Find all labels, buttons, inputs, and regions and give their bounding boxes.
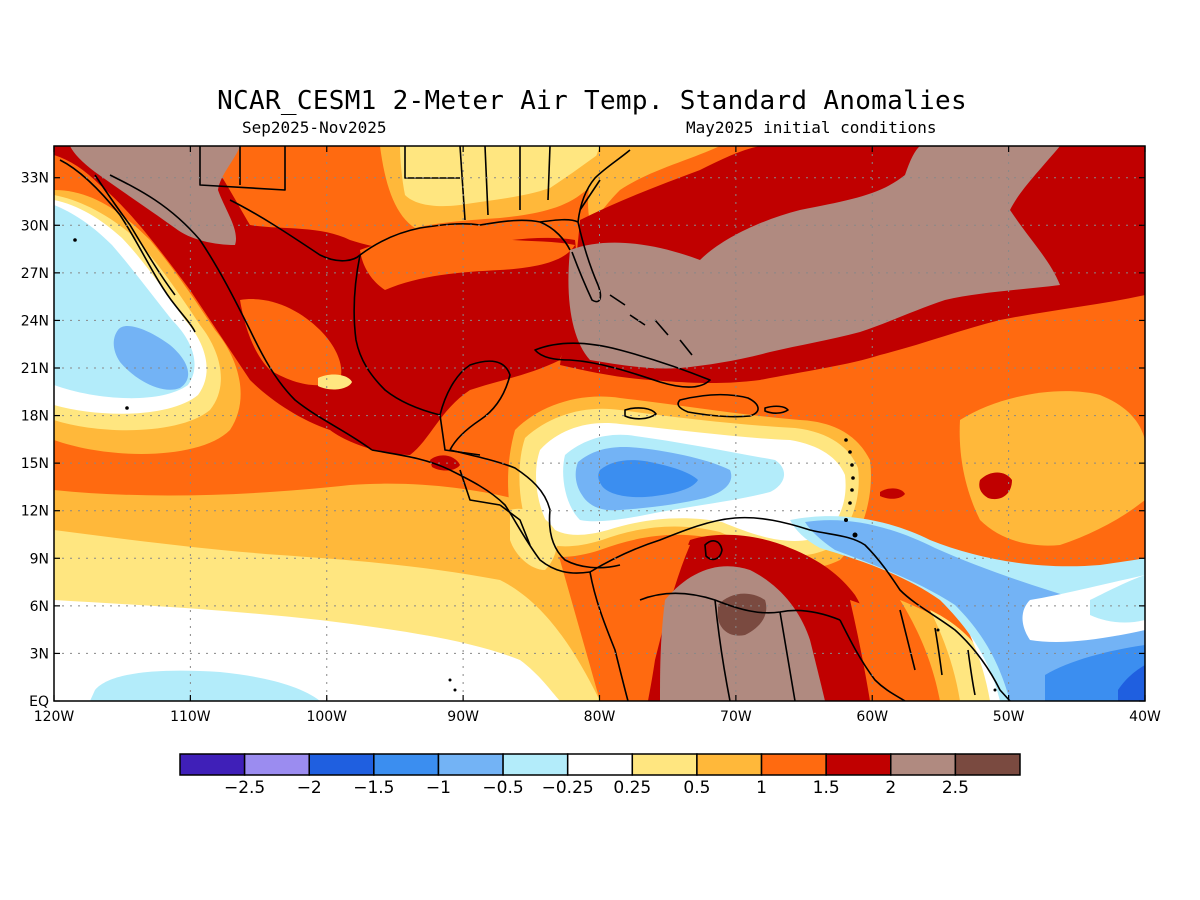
lat-tick-label: 33N [21,171,49,187]
lat-tick-label: EQ [29,694,49,710]
colorbar-label: 2.5 [942,778,969,798]
band-deepblue-caribbean [598,460,698,498]
band-yellow-florida-north [588,146,720,222]
colorbar-label: 0.5 [683,778,710,798]
colorbar-swatch [502,753,569,776]
lat-tick-label: 18N [21,409,49,425]
band-darker-blue-ne-southamerica [1118,665,1145,701]
colorbar-label: −1.5 [353,778,394,798]
colorbar-label: 2 [885,778,896,798]
band-yellow-atlantic-east [959,391,1145,546]
lat-tick-label: 24N [21,313,49,329]
band-lightyellow-guiana [930,610,997,701]
lon-tick-label: 70W [720,709,752,725]
band-orange-gulf-north [360,235,575,290]
band-deepblue-ne-southamerica [1045,645,1145,701]
grid-lines [54,146,1145,701]
colorbar-swatch [825,753,892,776]
colorbar-label: −2.5 [224,778,265,798]
lon-tick-label: 90W [447,709,479,725]
colorbar: −2.5 −2 −1.5 −1 −0.5 −0.25 0.25 0.5 1 1.5 2 2.5 [179,753,1021,798]
lat-tick-label: 6N [30,599,49,615]
lat-tick-label: 30N [21,218,49,234]
colorbar-swatch [566,753,634,776]
lon-tick-label: 100W [306,709,347,725]
colorbar-swatch [373,753,440,776]
colorbar-swatch [954,753,1021,776]
band-blue-ne-southamerica [805,520,1145,701]
colorbar-swatch [308,753,375,776]
initial-conditions: May2025 initial conditions [686,118,937,137]
lat-tick-label: 9N [30,551,49,567]
colorbar-swatch [437,753,504,776]
lon-tick-label: 60W [856,709,888,725]
band-red-atlantic-small [979,472,1012,500]
anomaly-field [54,146,1145,701]
band-lightyellow-us-south [400,146,610,207]
lat-tick-label: 15N [21,456,49,472]
lat-tick-label: 27N [21,266,49,282]
colorbar-swatch [179,753,246,776]
colorbar-swatch [890,753,957,776]
lon-tick-label: 50W [993,709,1025,725]
lat-tick-label: 21N [21,361,49,377]
lon-tick-label: 80W [584,709,616,725]
band-orange-mexico-interior [240,299,342,386]
colorbar-swatch [631,753,698,776]
lat-tick-label: 12N [21,504,49,520]
coastlines [59,146,1011,701]
lon-tick-label: 120W [34,709,75,725]
colorbar-label: −0.5 [482,778,523,798]
band-red-atlantic-tiny [880,488,905,499]
colorbar-label: 1.5 [813,778,840,798]
band-brown-atlantic [568,146,1060,369]
band-blue-baja [113,325,189,390]
colorbar-label: −0.25 [542,778,594,798]
lat-tick-label: 3N [30,646,49,662]
band-lightblue-atlantic-east [1090,575,1145,623]
colorbar-swatch [696,753,763,776]
lesser-antilles [73,238,997,692]
band-lightblue-pacific [90,670,320,701]
colorbar-label: 1 [756,778,767,798]
colorbar-label: −2 [297,778,322,798]
lon-tick-label: 110W [170,709,211,725]
band-brown-southwest-us [70,146,240,245]
colorbar-swatch [243,753,310,776]
band-darkbrown-amazon [718,593,767,636]
band-orange-colombia [600,543,690,701]
colorbar-label: −1 [426,778,451,798]
map-title: NCAR_CESM1 2-Meter Air Temp. Standard An… [217,86,967,116]
band-red-belize [430,455,460,471]
lon-tick-label: 40W [1129,709,1161,725]
forecast-period: Sep2025-Nov2025 [242,118,387,137]
colorbar-label: 0.25 [613,778,651,798]
colorbar-swatch [760,753,827,776]
band-orange-guiana [850,600,960,701]
